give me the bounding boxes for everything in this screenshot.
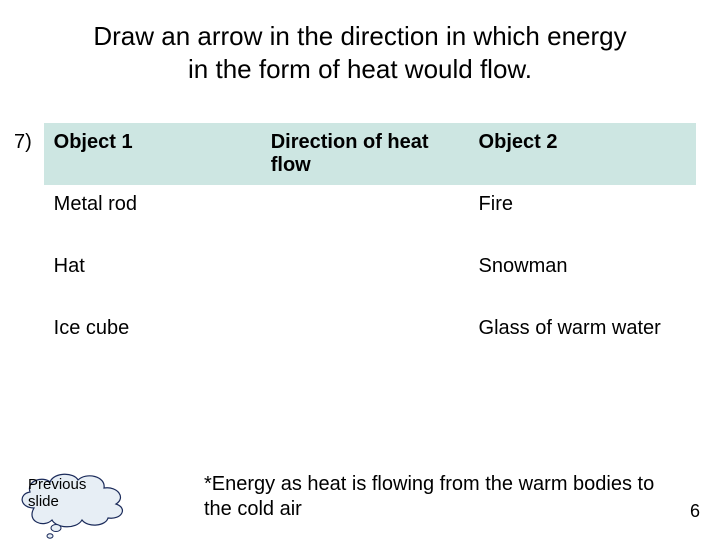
footer-area: Previous slide *Energy as heat is flowin…	[0, 468, 720, 522]
cell-direction[interactable]	[261, 185, 469, 247]
title-line-2: in the form of heat would flow.	[188, 54, 532, 84]
cloud-label: Previous slide	[28, 476, 86, 511]
cell-direction[interactable]	[261, 309, 469, 371]
cell-object1: Metal rod	[44, 185, 261, 247]
cell-object2: Fire	[469, 185, 696, 247]
slide-title: Draw an arrow in the direction in which …	[0, 0, 720, 95]
table-row: Ice cube Glass of warm water	[44, 309, 696, 371]
question-number: 7)	[14, 123, 44, 154]
table-row: Metal rod Fire	[44, 185, 696, 247]
table-row: Hat Snowman	[44, 247, 696, 309]
heat-flow-table: Object 1 Direction of heat flow Object 2…	[44, 123, 696, 371]
question-row: 7) Object 1 Direction of heat flow Objec…	[0, 95, 720, 371]
cell-object2: Snowman	[469, 247, 696, 309]
cloud-label-line2: slide	[28, 493, 59, 510]
page-number: 6	[690, 501, 700, 522]
cell-object2: Glass of warm water	[469, 309, 696, 371]
col-header-object2: Object 2	[469, 123, 696, 185]
footnote-text: *Energy as heat is flowing from the warm…	[164, 472, 696, 522]
previous-slide-button[interactable]: Previous slide	[14, 468, 164, 522]
cloud-label-line1: Previous	[28, 476, 86, 493]
cell-direction[interactable]	[261, 247, 469, 309]
col-header-direction: Direction of heat flow	[261, 123, 469, 185]
table-header-row: Object 1 Direction of heat flow Object 2	[44, 123, 696, 185]
cell-object1: Hat	[44, 247, 261, 309]
cell-object1: Ice cube	[44, 309, 261, 371]
title-line-1: Draw an arrow in the direction in which …	[93, 21, 626, 51]
col-header-object1: Object 1	[44, 123, 261, 185]
cloud-callout: Previous slide	[14, 468, 134, 522]
